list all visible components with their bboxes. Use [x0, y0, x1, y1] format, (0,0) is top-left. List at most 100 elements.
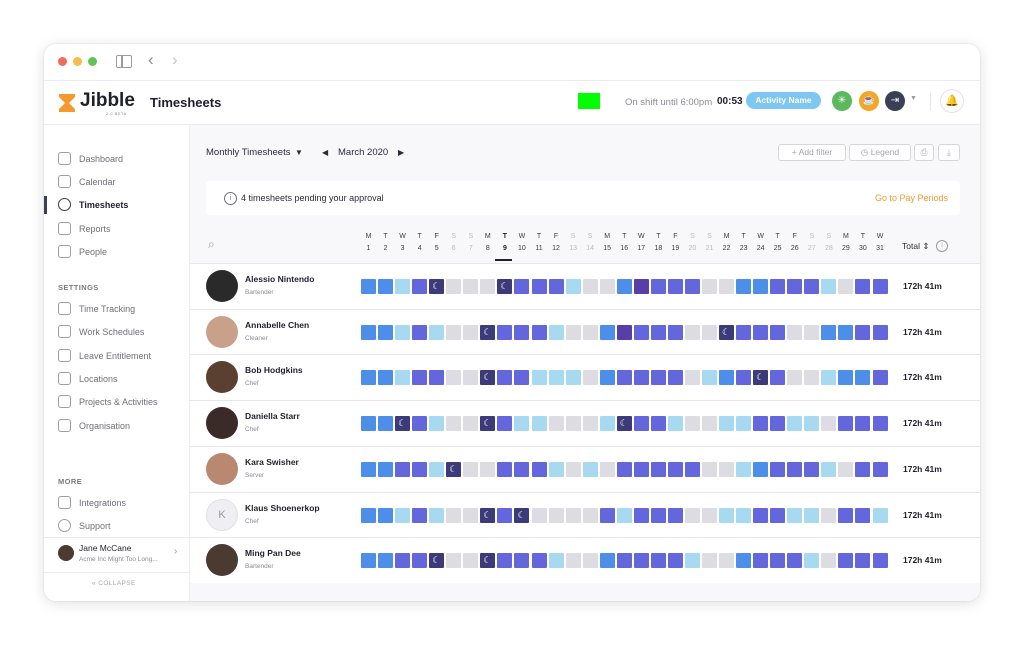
day-cell[interactable] — [736, 279, 752, 294]
day-cell[interactable] — [838, 279, 854, 294]
sidebar-item-reports[interactable]: Reports — [58, 220, 186, 238]
day-cell[interactable] — [361, 507, 376, 523]
sidebar-item-timesheets[interactable]: Timesheets — [58, 196, 186, 214]
day-cell[interactable] — [531, 279, 547, 294]
day-cell[interactable]: ☾ — [446, 461, 462, 477]
day-cell[interactable] — [855, 324, 871, 340]
day-cell[interactable] — [412, 324, 428, 340]
day-cell[interactable] — [599, 553, 615, 569]
day-cell[interactable] — [531, 370, 547, 386]
print-icon[interactable]: ⎙ — [914, 144, 934, 161]
day-cell[interactable] — [463, 553, 479, 569]
collapse-sidebar-button[interactable]: « COLLAPSE — [92, 580, 136, 587]
day-cell[interactable] — [582, 279, 598, 294]
day-cell[interactable] — [446, 416, 462, 432]
day-cell[interactable] — [719, 507, 735, 523]
employee-name[interactable]: Bob Hodgkins — [245, 365, 303, 376]
day-cell[interactable] — [821, 461, 837, 477]
day-cell[interactable] — [804, 370, 820, 386]
day-cell[interactable] — [480, 461, 496, 477]
day-cell[interactable] — [855, 553, 871, 569]
day-cell[interactable] — [429, 324, 445, 340]
prev-month-icon[interactable]: ◀ — [322, 148, 329, 157]
day-cell[interactable] — [650, 507, 666, 523]
day-cell[interactable] — [667, 370, 683, 386]
sidebar-item-leave-entitlement[interactable]: Leave Entitlement — [58, 347, 186, 365]
day-cell[interactable] — [736, 324, 752, 340]
break-icon[interactable]: ☕ — [859, 91, 879, 111]
day-cell[interactable] — [616, 324, 632, 340]
day-cell[interactable] — [582, 416, 598, 432]
day-cell[interactable] — [429, 370, 445, 386]
day-cell[interactable] — [650, 370, 666, 386]
day-cell[interactable] — [872, 279, 888, 294]
day-cell[interactable] — [787, 553, 803, 569]
day-cell[interactable] — [719, 553, 735, 569]
employee-name[interactable]: Ming Pan Dee — [245, 548, 301, 559]
day-cell[interactable] — [616, 553, 632, 569]
add-filter-button[interactable]: + Add filter — [778, 144, 846, 161]
day-cell[interactable] — [855, 507, 871, 523]
day-cell[interactable] — [412, 461, 428, 477]
table-row[interactable]: Ming Pan Dee Bartender ☾ ☾ 172h 41m — [190, 537, 980, 584]
table-row[interactable]: Alessio Nintendo Bartender ☾ ☾ 172h 41m — [190, 263, 980, 309]
day-cell[interactable] — [821, 370, 837, 386]
day-cell[interactable] — [872, 416, 888, 432]
day-cell[interactable] — [736, 416, 752, 432]
day-cell[interactable] — [378, 416, 394, 432]
day-cell[interactable] — [736, 461, 752, 477]
day-cell[interactable] — [633, 370, 649, 386]
day-cell[interactable] — [395, 507, 411, 523]
day-cell[interactable] — [753, 461, 769, 477]
day-cell[interactable] — [565, 370, 581, 386]
day-cell[interactable] — [548, 324, 564, 340]
day-cell[interactable] — [855, 416, 871, 432]
day-cell[interactable] — [463, 461, 479, 477]
day-cell[interactable] — [633, 324, 649, 340]
day-cell[interactable] — [395, 324, 411, 340]
day-cell[interactable] — [855, 370, 871, 386]
day-cell[interactable] — [702, 553, 717, 569]
day-cell[interactable] — [684, 279, 700, 294]
day-cell[interactable] — [361, 461, 376, 477]
day-cell[interactable] — [548, 279, 564, 294]
employee-name[interactable]: Daniella Starr — [245, 411, 300, 422]
day-cell[interactable] — [872, 461, 888, 477]
day-cell[interactable] — [395, 553, 411, 569]
day-cell[interactable] — [548, 507, 564, 523]
table-row[interactable]: K Klaus Shoenerkop Chef ☾ ☾ 172h 41m — [190, 491, 980, 538]
day-cell[interactable] — [599, 416, 615, 432]
employee-name[interactable]: Klaus Shoenerkop — [245, 502, 320, 513]
table-row[interactable]: Kara Swisher Server ☾ 172h 41m — [190, 445, 980, 492]
day-cell[interactable] — [361, 324, 376, 340]
day-cell[interactable] — [684, 507, 700, 523]
day-cell[interactable] — [719, 370, 735, 386]
day-cell[interactable] — [753, 416, 769, 432]
day-cell[interactable] — [548, 461, 564, 477]
table-row[interactable]: Annabelle Chen Cleaner ☾ ☾ 172h 41m — [190, 308, 980, 355]
bell-icon[interactable]: 🔔 — [940, 89, 964, 113]
sidebar-item-calendar[interactable]: Calendar — [58, 173, 186, 191]
day-cell[interactable] — [446, 553, 462, 569]
day-cell[interactable] — [804, 279, 820, 294]
sidebar-toggle-icon[interactable] — [116, 55, 132, 68]
day-cell[interactable] — [361, 279, 376, 294]
day-cell[interactable] — [736, 553, 752, 569]
day-cell[interactable] — [838, 461, 854, 477]
day-cell[interactable] — [821, 416, 837, 432]
day-cell[interactable] — [565, 324, 581, 340]
day-cell[interactable] — [378, 461, 394, 477]
day-cell[interactable] — [821, 507, 837, 523]
day-cell[interactable] — [378, 279, 394, 294]
day-cell[interactable] — [633, 553, 649, 569]
clock-out-icon[interactable]: ⇥ — [885, 91, 905, 111]
day-cell[interactable] — [395, 461, 411, 477]
employee-name[interactable]: Kara Swisher — [245, 456, 299, 467]
day-cell[interactable]: ☾ — [480, 370, 496, 386]
day-cell[interactable] — [650, 553, 666, 569]
day-cell[interactable] — [582, 553, 598, 569]
day-cell[interactable] — [684, 416, 700, 432]
day-cell[interactable] — [702, 416, 717, 432]
day-cell[interactable]: ☾ — [429, 279, 445, 294]
search-icon[interactable]: ⌕ — [208, 237, 215, 251]
